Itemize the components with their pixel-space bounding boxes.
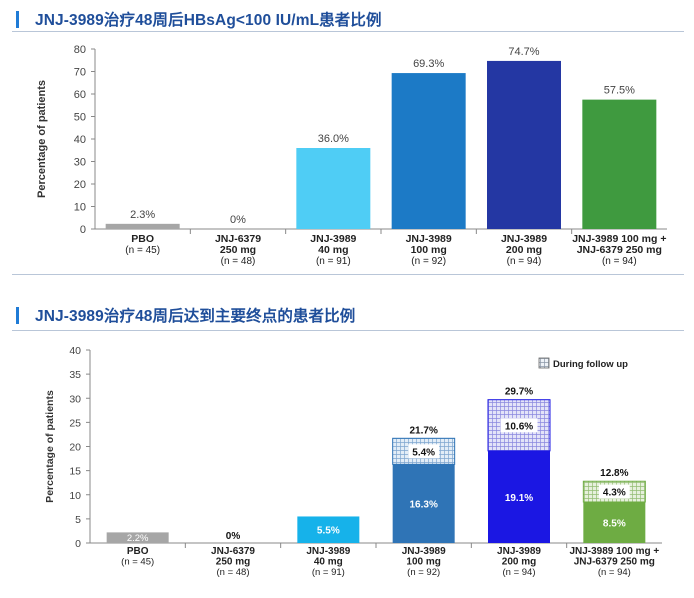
x-tick-label-2-2: (n = 91) bbox=[312, 567, 345, 578]
y-tick-label: 40 bbox=[69, 345, 81, 357]
x-tick-label-3-2: (n = 92) bbox=[407, 567, 440, 578]
legend-label: During follow up bbox=[553, 359, 628, 370]
chart-1-title-text: JNJ-3989治疗48周后HBsAg<100 IU/mL患者比例 bbox=[35, 12, 382, 29]
x-tick-label-3-1: 100 mg bbox=[411, 244, 447, 256]
on-treatment-label-1: 0% bbox=[226, 531, 241, 542]
x-tick-label-5-0: JNJ-3989 100 mg + bbox=[572, 233, 666, 245]
x-tick-label-2-2: (n = 91) bbox=[316, 256, 351, 267]
y-tick-label: 50 bbox=[74, 112, 86, 124]
y-tick-label: 25 bbox=[69, 417, 81, 429]
y-tick-label: 10 bbox=[74, 202, 86, 214]
x-tick-label-3-1: 100 mg bbox=[406, 557, 440, 568]
y-axis-label: Percentage of patients bbox=[36, 80, 48, 198]
x-tick-label-2-1: 40 mg bbox=[314, 557, 343, 568]
legend: During follow up bbox=[538, 357, 628, 370]
data-label-2: 36.0% bbox=[318, 133, 349, 145]
y-tick-label: 40 bbox=[74, 134, 86, 146]
legend-swatch bbox=[538, 357, 550, 369]
x-tick-label-3-2: (n = 92) bbox=[411, 256, 446, 267]
data-label-1: 0% bbox=[230, 214, 246, 226]
x-tick-label-1-2: (n = 48) bbox=[221, 256, 256, 267]
y-tick-label: 60 bbox=[74, 89, 86, 101]
bar-0 bbox=[105, 223, 180, 229]
y-tick-label: 70 bbox=[74, 67, 86, 79]
x-tick-label-4-1: 200 mg bbox=[502, 557, 536, 568]
x-tick-label-2-0: JNJ-3989 bbox=[306, 546, 350, 557]
y-tick-label: 30 bbox=[69, 393, 81, 405]
x-tick-label-1-1: 250 mg bbox=[216, 557, 250, 568]
x-tick-label-2-0: JNJ-3989 bbox=[310, 233, 356, 245]
on-treatment-label-2: 5.5% bbox=[317, 526, 340, 537]
y-tick-label: 20 bbox=[69, 442, 81, 454]
bar-on-treatment-5 bbox=[583, 501, 646, 543]
x-tick-label-2-1: 40 mg bbox=[318, 244, 348, 256]
x-tick-label-1-1: 250 mg bbox=[220, 244, 256, 256]
title-accent-bar bbox=[16, 11, 19, 28]
chart-2-primary-endpoint: Percentage of patients 0 5 10 15 20 25 30 35 40 Du… bbox=[44, 345, 662, 578]
follow-up-label-box-5 bbox=[598, 484, 630, 499]
data-label-5: 57.5% bbox=[604, 85, 635, 97]
x-tick-label-5-0: JNJ-3989 100 mg + bbox=[569, 546, 659, 557]
x-tick-label-3-0: JNJ-3989 bbox=[402, 546, 446, 557]
divider-top bbox=[12, 31, 684, 32]
y-axis-label: Percentage of patients bbox=[44, 390, 56, 503]
bar-4 bbox=[487, 60, 561, 229]
x-tick-label-5-2: (n = 94) bbox=[598, 567, 631, 578]
chart-1-hbsag: Percentage of patients 0 10 20 30 40 50 60 70 80 2… bbox=[36, 44, 667, 267]
bar-on-treatment-0 bbox=[106, 532, 169, 543]
x-tick-label-5-1: JNJ-6379 250 mg bbox=[574, 557, 655, 568]
data-label-4: 74.7% bbox=[508, 46, 539, 58]
divider-middle bbox=[12, 274, 684, 275]
divider-chart-2 bbox=[12, 330, 684, 331]
x-tick-label-0-1: (n = 45) bbox=[121, 557, 154, 568]
y-tick-label: 5 bbox=[75, 514, 81, 526]
x-tick-label-4-1: 200 mg bbox=[506, 244, 542, 256]
total-label-5: 12.8% bbox=[600, 468, 628, 479]
y-tick-label: 0 bbox=[80, 224, 86, 236]
data-label-3: 69.3% bbox=[413, 58, 444, 70]
data-label-0: 2.3% bbox=[130, 209, 155, 221]
y-tick-label: 10 bbox=[69, 490, 81, 502]
x-tick-label-1-0: JNJ-6379 bbox=[211, 546, 255, 557]
follow-up-label-box-3 bbox=[408, 444, 440, 459]
x-tick-label-1-2: (n = 48) bbox=[216, 567, 249, 578]
bar-2 bbox=[296, 148, 371, 229]
x-tick-label-4-0: JNJ-3989 bbox=[501, 233, 547, 245]
x-tick-label-4-2: (n = 94) bbox=[502, 567, 535, 578]
x-tick-label-0-1: (n = 45) bbox=[125, 245, 160, 256]
title-accent-bar bbox=[16, 307, 19, 324]
x-tick-label-5-1: JNJ-6379 250 mg bbox=[577, 244, 662, 256]
on-treatment-label-3: 16.3% bbox=[409, 500, 437, 511]
bar-on-treatment-2 bbox=[297, 516, 360, 543]
y-tick-label: 15 bbox=[69, 466, 81, 478]
x-tick-label-3-0: JNJ-3989 bbox=[406, 233, 452, 245]
x-tick-label-4-2: (n = 94) bbox=[507, 256, 542, 267]
y-tick-label: 20 bbox=[74, 179, 86, 191]
bar-on-treatment-4 bbox=[488, 450, 550, 543]
chart-1-title: JNJ-3989治疗48周后HBsAg<100 IU/mL患者比例 bbox=[16, 8, 382, 30]
y-tick-label: 30 bbox=[74, 157, 86, 169]
x-tick-label-0-0: PBO bbox=[127, 546, 149, 557]
x-tick-label-0-0: PBO bbox=[131, 233, 154, 245]
follow-up-label-5: 4.3% bbox=[603, 488, 626, 499]
bar-on-treatment-3 bbox=[392, 464, 455, 543]
on-treatment-label-0: 2.2% bbox=[127, 533, 149, 544]
total-label-4: 29.7% bbox=[505, 387, 533, 398]
y-tick-label: 35 bbox=[69, 369, 81, 381]
follow-up-label-3: 5.4% bbox=[412, 447, 435, 458]
chart-2-title: JNJ-3989治疗48周后达到主要终点的患者比例 bbox=[16, 304, 355, 326]
x-tick-label-4-0: JNJ-3989 bbox=[497, 546, 541, 557]
bar-5 bbox=[582, 99, 657, 229]
x-tick-label-1-0: JNJ-6379 bbox=[215, 233, 261, 245]
follow-up-label-4: 10.6% bbox=[505, 421, 533, 432]
on-treatment-label-5: 8.5% bbox=[603, 518, 626, 529]
total-label-3: 21.7% bbox=[409, 425, 437, 436]
follow-up-label-box-4 bbox=[500, 418, 538, 433]
chart-2-title-text: JNJ-3989治疗48周后达到主要终点的患者比例 bbox=[35, 308, 356, 325]
x-tick-label-5-2: (n = 94) bbox=[602, 256, 637, 267]
y-tick-label: 80 bbox=[74, 44, 86, 56]
bar-3 bbox=[391, 73, 466, 229]
y-tick-label: 0 bbox=[75, 538, 81, 550]
on-treatment-label-4: 19.1% bbox=[505, 493, 533, 504]
